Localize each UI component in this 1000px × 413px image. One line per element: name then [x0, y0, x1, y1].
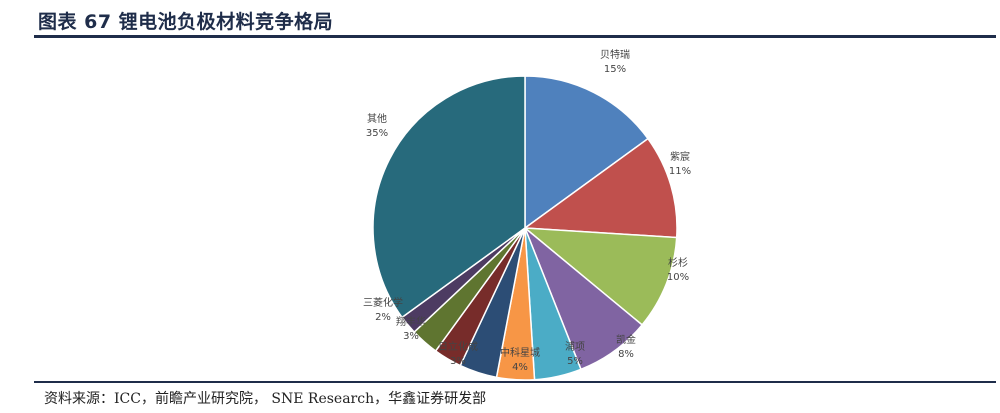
slice-label-value-8: 3%	[403, 331, 419, 342]
title-divider	[34, 35, 996, 38]
slice-label-value-0: 15%	[604, 64, 626, 75]
slice-label-name-10: 其他	[367, 112, 387, 125]
slice-label-name-5: 中科星城	[500, 346, 540, 359]
pie-slice-2	[522, 227, 678, 326]
slice-label-value-5: 4%	[512, 362, 528, 373]
slice-label-name-8: 翔丰华	[396, 315, 426, 328]
slice-label-name-4: 浦项	[565, 340, 585, 353]
page-title: 图表 67 锂电池负极材料竞争格局	[38, 11, 334, 33]
slice-label-name-9: 三菱化学	[363, 296, 403, 309]
slice-label-value-10: 35%	[366, 128, 388, 139]
pie-slice-10	[372, 75, 526, 319]
slice-label-name-7: 日立化成	[438, 340, 478, 353]
slice-label-value-9: 2%	[375, 312, 391, 323]
pie-slice-1	[522, 137, 678, 239]
source-divider	[34, 381, 996, 383]
slice-label-name-1: 紫宸	[670, 150, 690, 163]
slice-label-value-2: 10%	[667, 272, 689, 283]
pie-slice-0	[524, 75, 650, 230]
slice-label-name-3: 凯金	[616, 333, 636, 346]
slice-label-value-4: 5%	[567, 356, 583, 367]
source-note: 资料来源：ICC，前瞻产业研究院， SNE Research，华鑫证券研发部	[44, 391, 487, 407]
slice-label-name-2: 杉杉	[668, 256, 688, 269]
slice-label-name-0: 贝特瑞	[600, 49, 630, 61]
slice-label-value-7: 3%	[450, 356, 466, 367]
slice-label-value-1: 11%	[669, 166, 691, 177]
slice-label-value-3: 8%	[618, 349, 634, 360]
